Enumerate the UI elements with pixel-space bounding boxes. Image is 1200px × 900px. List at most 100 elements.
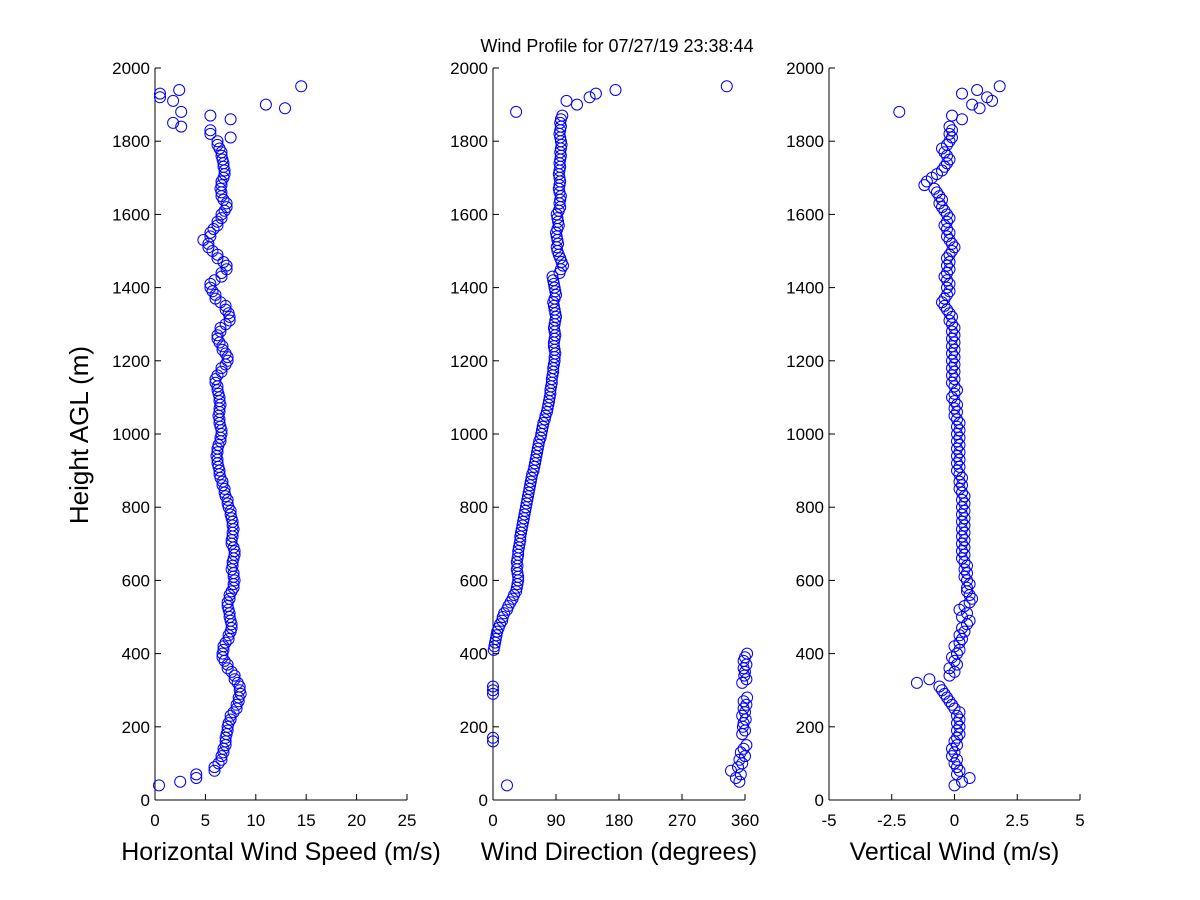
data-point [228,669,241,682]
data-point [233,684,246,697]
data-point [943,153,956,166]
data-point [943,695,956,708]
y-tick-label: 800 [122,498,150,517]
data-point [936,193,948,206]
data-point [918,179,931,192]
y-tick-label: 1800 [786,132,824,151]
data-point [224,709,237,722]
y-tick-label: 600 [796,571,824,590]
data-point [938,299,951,312]
y-tick-label: 1600 [450,205,488,224]
data-point [221,724,234,737]
data-point [295,80,308,93]
x-tick-label: 0 [150,811,159,830]
data-point [948,373,961,386]
data-point [167,116,180,129]
data-point [938,292,951,305]
data-point [951,450,963,462]
data-point [946,340,958,353]
data-point [956,486,968,499]
data-point [951,647,963,660]
data-point [993,80,1006,93]
data-point [956,545,968,558]
data-point [946,376,958,389]
data-point [946,698,958,711]
data-point [204,281,217,294]
data-point [209,292,222,305]
data-point [532,439,545,451]
data-point [175,105,188,118]
data-point [946,124,958,137]
data-point [560,94,573,107]
data-point [943,120,956,133]
data-point [215,362,228,375]
data-point [948,779,961,792]
data-point [961,574,973,587]
data-point [951,768,963,781]
data-point [215,179,228,192]
data-point [966,592,979,605]
data-point [951,384,963,397]
data-point [227,706,240,719]
data-point [948,735,961,748]
data-point [963,596,976,609]
data-point [956,471,968,484]
data-point [508,589,520,601]
data-point [207,223,220,235]
data-point [204,230,217,243]
data-point [956,523,968,536]
data-point [215,212,228,225]
y-tick-label: 2000 [112,59,150,78]
y-tick-label: 1200 [450,352,488,371]
data-point [943,135,956,148]
y-tick-label: 1400 [112,279,150,298]
data-point [732,761,744,774]
x-tick-label: 270 [668,811,696,830]
y-tick-label: 800 [796,498,824,517]
data-point [211,219,224,232]
wind-direction-panel: 0 200 400 600 800 1000 1200 1400 1600 1800 2000 0 90… [450,59,759,866]
data-point [206,245,219,257]
data-point [953,482,966,495]
data-point [936,684,948,697]
data-point [740,739,753,752]
y-tick-label: 1400 [450,279,488,298]
data-point [938,219,951,232]
y-tick-label: 200 [122,718,150,737]
data-point [946,237,958,250]
data-point [941,303,953,316]
data-point [948,402,961,415]
data-point [725,764,737,777]
y-tick-label: 200 [460,718,488,737]
data-point [953,636,966,649]
data-point [222,307,235,320]
axes-vertical [828,67,1081,801]
data-point [948,343,961,356]
data-point [223,592,236,605]
y-axis-label: Height AGL (m) [64,346,94,524]
data-point [938,204,951,217]
data-point [943,277,956,290]
data-point [211,138,224,151]
data-point [956,87,968,100]
data-point [946,362,958,375]
x-tick-label: 10 [246,811,265,830]
data-point [154,91,166,104]
data-point [956,501,968,514]
data-point [220,259,233,272]
data-point [211,215,224,228]
data-point [948,395,961,408]
data-point [589,87,602,100]
data-point [211,446,224,459]
data-point [951,709,963,722]
data-point [930,186,943,199]
data-point [153,779,165,792]
data-point [259,98,272,111]
data-point [204,124,217,137]
data-point [583,91,596,104]
data-point [736,709,749,722]
data-point [501,779,513,792]
x-tick-label: 360 [731,811,759,830]
data-point [225,665,238,678]
